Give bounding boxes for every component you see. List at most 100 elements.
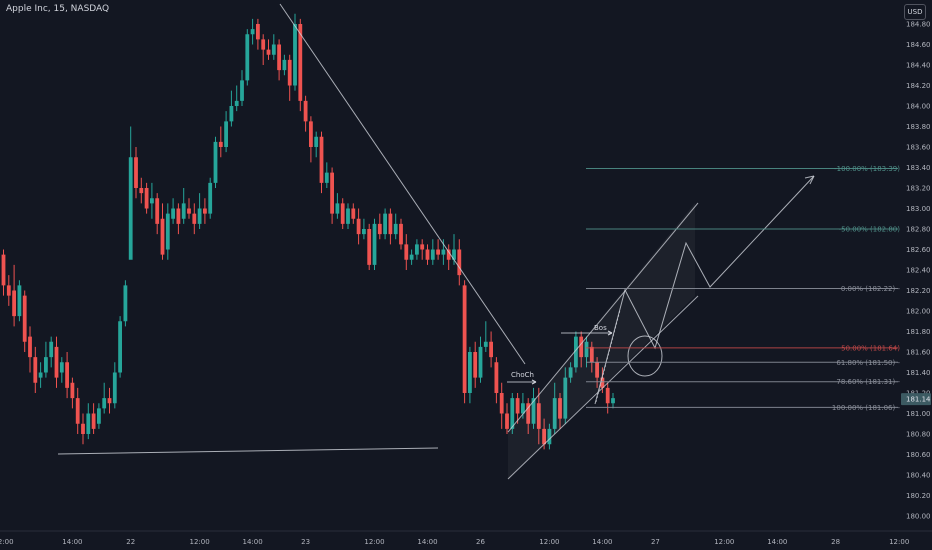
candle-body	[584, 341, 589, 358]
price-axis[interactable]	[900, 0, 932, 530]
price-tick-label: 182.40	[906, 267, 931, 275]
candle-body	[187, 208, 191, 214]
candle-body	[293, 24, 297, 86]
candle-body	[335, 203, 340, 214]
candle-body	[314, 136, 319, 147]
candle-body	[160, 218, 165, 255]
candle-body	[65, 362, 69, 388]
candle-body	[203, 208, 207, 214]
time-axis-labels: 12:00 14:00 22 12:00 14:00 23 12:00 14:00 26 12:0…	[0, 538, 909, 546]
candle-body	[261, 39, 266, 50]
fib-level-label: 50.00% (181.64)	[841, 344, 900, 352]
candle-body	[356, 218, 361, 235]
candle-body	[547, 428, 552, 445]
candle-body	[150, 198, 154, 204]
candle-body	[600, 377, 605, 388]
price-tick-label: 183.80	[906, 123, 931, 131]
currency-button[interactable]: USD	[904, 4, 926, 20]
candle-body	[595, 362, 599, 378]
candle-body	[526, 403, 531, 424]
candle-body	[123, 285, 128, 322]
support-line	[57, 447, 439, 455]
candle-body	[351, 208, 356, 219]
candle-body	[245, 34, 250, 81]
highlight-circle	[627, 335, 663, 377]
candle-body	[383, 213, 387, 235]
drawings-layer: ChoCh Bos -100.00% (183.39) -50.00% (182.80…	[57, 3, 901, 480]
channel-fill	[508, 203, 695, 479]
candle-body	[75, 398, 80, 424]
time-tick-label: 14:00	[767, 538, 787, 546]
candle-body	[70, 382, 75, 399]
price-tick-label: 184.20	[906, 82, 931, 90]
candle-body	[399, 223, 403, 245]
fib-level-label: -100.00% (183.39)	[834, 165, 900, 173]
choch-label: ChoCh	[511, 371, 534, 379]
candle-body	[192, 213, 197, 224]
fib-level-label: 0.00% (182.22) -	[841, 285, 901, 293]
candle-body	[579, 336, 584, 358]
candle-body	[563, 377, 568, 419]
candle-body	[208, 182, 213, 214]
bos-label: Bos	[594, 324, 607, 332]
price-tick-label: 180.80	[906, 431, 931, 439]
candle-body	[165, 213, 170, 250]
candle-body	[12, 290, 16, 317]
candle-body	[430, 249, 435, 260]
candle-body	[155, 198, 160, 224]
candle-body	[420, 244, 425, 250]
candle-body	[256, 24, 260, 40]
candle-body	[494, 362, 499, 393]
candle-body	[393, 223, 398, 235]
price-tick-label: 180.40	[906, 472, 931, 480]
time-tick-label: 26	[476, 538, 485, 546]
candle-body	[568, 367, 573, 378]
time-tick-label: 14:00	[243, 538, 263, 546]
candle-body	[441, 249, 446, 255]
price-tick-label: 182.00	[906, 308, 931, 316]
price-tick-label: 182.20	[906, 287, 931, 295]
candles-layer	[1, 13, 615, 450]
candle-body	[309, 121, 313, 147]
projection-arrowhead	[804, 175, 815, 185]
price-tick-label: 180.60	[906, 451, 931, 459]
last-price-badge	[901, 393, 931, 406]
symbol-title: Apple Inc, 15, NASDAQ	[6, 4, 110, 14]
candle-body	[558, 398, 562, 419]
candle-body	[107, 398, 112, 404]
candle-body	[224, 121, 228, 147]
candle-body	[33, 357, 38, 383]
candle-body	[536, 403, 541, 429]
time-tick-label: 12:00	[364, 538, 384, 546]
candle-body	[446, 249, 451, 260]
candle-body	[574, 336, 578, 368]
candle-body	[473, 352, 478, 378]
time-tick-label: 12:00	[0, 538, 14, 546]
candle-body	[298, 24, 303, 101]
candle-body	[346, 208, 350, 224]
fib-level-label: 61.80% (181.50) -	[836, 359, 900, 367]
candle-body	[377, 223, 382, 235]
projection-path	[594, 175, 815, 405]
candle-body	[521, 403, 525, 414]
candle-body	[97, 408, 101, 424]
candle-body	[605, 387, 610, 404]
candle-body	[54, 346, 59, 378]
candle-body	[388, 213, 393, 235]
candle-body	[118, 321, 122, 373]
time-tick-label: 14:00	[417, 538, 437, 546]
candle-body	[240, 80, 244, 101]
candle-body	[515, 398, 520, 414]
candle-body	[102, 398, 107, 409]
candle-body	[452, 249, 456, 260]
price-tick-label: 183.00	[906, 205, 931, 213]
candle-body	[213, 141, 218, 183]
candle-body	[22, 295, 27, 342]
last-price-label: 181.14	[906, 396, 931, 404]
candle-body	[271, 44, 276, 55]
candle-body	[287, 59, 292, 86]
candle-body	[457, 249, 462, 276]
price-tick-label: 181.00	[906, 410, 931, 418]
price-tick-label: 181.40	[906, 369, 931, 377]
